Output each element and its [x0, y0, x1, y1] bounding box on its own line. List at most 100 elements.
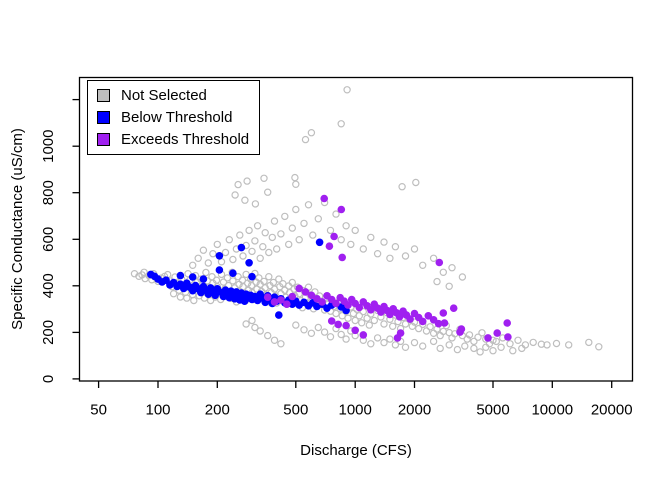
data-point-not-selected: [436, 331, 444, 340]
data-point-not-selected: [234, 180, 242, 189]
data-point-exceeds-threshold: [318, 298, 326, 306]
data-point-exceeds-threshold: [424, 312, 433, 320]
x-tick-label: 10000: [531, 402, 573, 419]
data-point-not-selected: [288, 224, 296, 232]
data-point-below-threshold: [199, 275, 208, 283]
data-point-not-selected: [476, 348, 484, 356]
data-point-not-selected: [292, 205, 300, 214]
data-point-not-selected: [344, 314, 352, 322]
data-point-not-selected: [401, 320, 410, 328]
x-tick-label: 200: [205, 402, 230, 419]
data-point-not-selected: [265, 248, 273, 257]
data-point-not-selected: [349, 309, 358, 318]
data-point-below-threshold: [215, 252, 224, 260]
data-point-not-selected: [363, 314, 371, 322]
data-point-not-selected: [386, 254, 394, 262]
y-tick-label: 400: [40, 273, 57, 298]
x-tick-label: 100: [145, 402, 170, 419]
data-point-not-selected: [342, 222, 350, 230]
data-point-not-selected: [419, 342, 427, 350]
data-point-not-selected: [585, 338, 593, 347]
below-threshold-swatch-icon: [97, 111, 110, 124]
data-point-not-selected: [332, 309, 340, 318]
data-point-below-threshold: [215, 266, 224, 274]
data-point-exceeds-threshold: [395, 313, 404, 321]
data-point-not-selected: [543, 341, 551, 349]
data-point-not-selected: [320, 328, 329, 336]
data-point-not-selected: [426, 323, 434, 331]
data-point-not-selected: [429, 337, 438, 346]
data-point-not-selected: [436, 344, 444, 353]
data-point-exceeds-threshold: [359, 331, 368, 339]
data-point-not-selected: [370, 316, 378, 325]
data-point-not-selected: [445, 282, 453, 290]
data-point-not-selected: [206, 296, 215, 305]
data-point-not-selected: [261, 228, 269, 237]
data-point-not-selected: [465, 331, 474, 339]
data-point-not-selected: [355, 312, 363, 320]
data-point-exceeds-threshold: [457, 325, 466, 333]
data-point-not-selected: [247, 281, 256, 290]
data-point-not-selected: [422, 327, 431, 335]
data-point-not-selected: [367, 233, 375, 242]
data-point-not-selected: [202, 268, 210, 277]
data-point-exceeds-threshold: [338, 253, 347, 262]
data-point-not-selected: [190, 296, 198, 305]
data-point-not-selected: [552, 339, 561, 348]
data-point-exceeds-threshold: [330, 232, 338, 241]
legend: Not Selected Below Threshold Exceeds Thr…: [87, 80, 260, 155]
data-point-not-selected: [389, 322, 397, 330]
data-point-not-selected: [188, 261, 197, 269]
data-point-exceeds-threshold: [367, 306, 375, 314]
data-point-not-selected: [236, 231, 244, 239]
data-point-exceeds-threshold: [355, 303, 364, 312]
data-point-not-selected: [492, 337, 500, 346]
data-point-not-selected: [380, 320, 388, 328]
data-point-not-selected: [482, 343, 490, 351]
y-tick-label: 1000: [40, 130, 57, 163]
data-point-not-selected: [429, 329, 438, 337]
x-tick-label: 5000: [476, 402, 509, 419]
data-point-not-selected: [277, 230, 285, 238]
data-point-not-selected: [307, 128, 316, 137]
data-point-not-selected: [256, 327, 264, 335]
data-point-not-selected: [213, 240, 221, 249]
data-point-not-selected: [326, 226, 335, 235]
data-point-not-selected: [265, 273, 273, 281]
data-point-exceeds-threshold: [277, 296, 285, 304]
data-point-not-selected: [347, 240, 355, 249]
data-point-not-selected: [268, 233, 276, 242]
data-point-exceeds-threshold: [270, 298, 279, 306]
data-point-not-selected: [595, 343, 603, 351]
data-point-not-selected: [453, 345, 462, 354]
data-point-not-selected: [253, 222, 262, 230]
data-point-exceeds-threshold: [377, 308, 385, 316]
legend-item-not-selected: Not Selected: [97, 85, 259, 107]
data-point-not-selected: [337, 235, 345, 244]
data-point-not-selected: [300, 326, 308, 334]
data-point-below-threshold: [211, 291, 219, 300]
data-point-not-selected: [295, 235, 303, 244]
data-point-exceeds-threshold: [493, 329, 502, 337]
data-point-not-selected: [518, 344, 526, 353]
data-point-not-selected: [251, 200, 260, 208]
data-point-not-selected: [264, 188, 272, 196]
data-point-not-selected: [380, 338, 388, 347]
x-tick-label: 50: [90, 402, 107, 419]
data-point-not-selected: [351, 226, 359, 235]
data-point-not-selected: [169, 290, 178, 298]
data-point-not-selected: [242, 320, 250, 328]
data-point-not-selected: [391, 341, 400, 349]
data-point-exceeds-threshold: [344, 301, 352, 309]
data-point-exceeds-threshold: [440, 319, 449, 327]
data-point-not-selected: [275, 275, 283, 283]
data-point-not-selected: [248, 316, 256, 325]
data-point-exceeds-threshold: [449, 304, 458, 313]
data-point-not-selected: [248, 247, 256, 256]
data-point-exceeds-threshold: [320, 194, 329, 203]
data-point-not-selected: [281, 212, 289, 221]
plot-border: [78, 76, 634, 382]
data-point-not-selected: [439, 268, 447, 276]
data-point-not-selected: [373, 334, 382, 342]
data-point-not-selected: [277, 340, 285, 348]
